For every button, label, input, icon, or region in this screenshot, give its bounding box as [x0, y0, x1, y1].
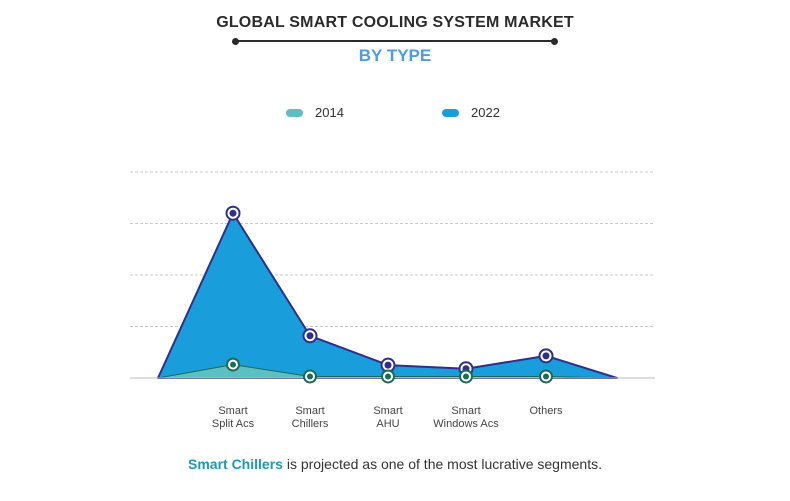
- point-2022-center: [542, 352, 550, 360]
- series-2022-area: [157, 212, 618, 379]
- point-2022-center: [306, 332, 314, 340]
- x-tick-label: Smart Windows Acs: [433, 405, 499, 430]
- legend-item-2014: 2014: [286, 105, 344, 120]
- point-2022-center: [229, 209, 237, 217]
- legend-label-2022: 2022: [471, 105, 500, 120]
- point-2014-center: [543, 373, 549, 380]
- legend-swatch-2022: [442, 108, 459, 117]
- footer-highlight: Smart Chillers: [188, 456, 283, 472]
- footer-text: is projected as one of the most lucrativ…: [282, 456, 602, 472]
- legend: 2014 2022: [0, 105, 790, 125]
- title-underline-right-dot: [551, 37, 558, 45]
- legend-swatch-2014: [286, 108, 303, 117]
- point-2014-center: [307, 373, 313, 380]
- point-2014-center: [230, 361, 236, 368]
- x-tick-label: Smart AHU: [373, 405, 403, 430]
- x-tick-label: Smart Split Acs: [211, 405, 255, 430]
- point-2014-center: [463, 373, 469, 380]
- chart-subtitle: BY TYPE: [358, 46, 432, 65]
- point-2014-center: [385, 373, 391, 380]
- legend-label-2014: 2014: [315, 105, 344, 120]
- point-2022-center: [384, 361, 392, 369]
- title-underline: [232, 37, 558, 45]
- footer-note: Smart Chillers is projected as one of th…: [0, 456, 790, 472]
- title-underline-left-dot: [232, 37, 239, 45]
- x-tick-label: Smart Chillers: [291, 405, 329, 430]
- x-tick-label: Others: [529, 405, 563, 417]
- legend-item-2022: 2022: [442, 105, 500, 120]
- chart-title: GLOBAL SMART COOLING SYSTEM MARKET: [216, 14, 574, 31]
